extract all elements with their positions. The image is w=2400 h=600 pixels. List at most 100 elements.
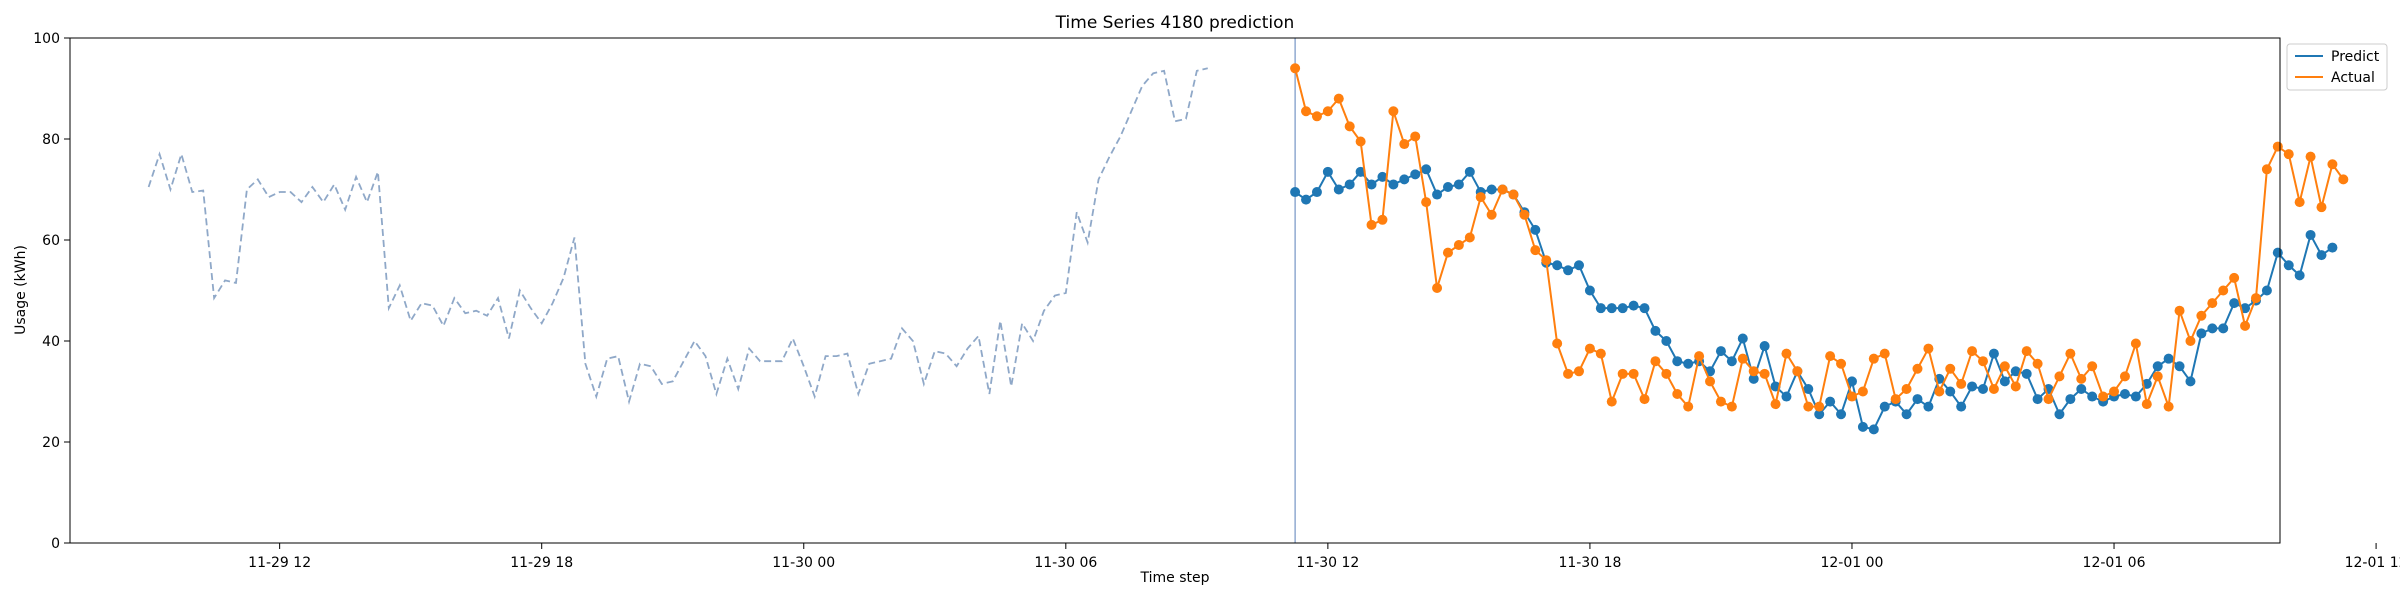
x-tick-label: 11-30 18 xyxy=(1558,555,1621,571)
predict-point xyxy=(1442,181,1453,192)
actual-point xyxy=(1442,247,1453,258)
actual-point xyxy=(1639,394,1650,405)
predict-point xyxy=(1639,303,1650,314)
actual-point xyxy=(2218,285,2229,296)
actual-point xyxy=(2043,394,2054,405)
predict-point xyxy=(1301,194,1312,205)
actual-point xyxy=(1803,401,1814,412)
predict-point xyxy=(2119,389,2130,400)
actual-point xyxy=(1890,394,1901,405)
actual-point xyxy=(1770,399,1781,410)
actual-point xyxy=(2316,202,2327,213)
legend-label-actual: Actual xyxy=(2331,70,2375,86)
actual-point xyxy=(2240,320,2251,331)
actual-point xyxy=(1901,383,1912,394)
y-axis-label: Usage (kWh) xyxy=(13,245,29,335)
predict-point xyxy=(1912,394,1923,405)
actual-point xyxy=(1672,389,1683,400)
history-line xyxy=(147,67,1208,406)
chart-title: Time Series 4180 prediction xyxy=(1055,13,1295,33)
predict-point xyxy=(2272,247,2283,258)
actual-point xyxy=(1934,386,1945,397)
actual-point xyxy=(1825,351,1836,362)
predict-point xyxy=(1901,409,1912,420)
predict-point xyxy=(1956,401,1967,412)
predict-point xyxy=(1836,409,1847,420)
predict-point xyxy=(2283,260,2294,271)
actual-point xyxy=(1737,353,1748,364)
predict-point xyxy=(1868,424,1879,435)
y-tick-label: 60 xyxy=(42,233,60,249)
actual-point xyxy=(1606,396,1617,407)
predict-point xyxy=(1781,391,1792,402)
x-tick-label: 12-01 12 xyxy=(2345,555,2400,571)
actual-point xyxy=(1694,351,1705,362)
actual-point xyxy=(1923,343,1934,354)
x-tick-label: 11-30 00 xyxy=(772,555,835,571)
actual-point xyxy=(1432,282,1443,293)
predict-point xyxy=(1814,409,1825,420)
actual-point xyxy=(2076,373,2087,384)
predict-point xyxy=(2327,242,2338,253)
predict-point xyxy=(1355,166,1366,177)
actual-point xyxy=(1759,368,1770,379)
actual-point xyxy=(1475,192,1486,203)
predict-point xyxy=(2174,361,2185,372)
actual-point xyxy=(1322,106,1333,117)
actual-point xyxy=(2283,149,2294,160)
actual-point xyxy=(1301,106,1312,117)
predict-point xyxy=(1715,346,1726,357)
actual-point xyxy=(1574,366,1584,377)
history-series xyxy=(147,67,1208,406)
actual-point xyxy=(1857,386,1868,397)
actual-point xyxy=(1956,378,1967,389)
actual-point xyxy=(2065,348,2076,359)
x-tick-label: 12-01 00 xyxy=(1820,555,1883,571)
actual-point xyxy=(1311,111,1322,122)
actual-point xyxy=(1486,209,1497,220)
actual-point xyxy=(1595,348,1606,359)
actual-point xyxy=(1705,376,1716,387)
actual-point xyxy=(2196,310,2207,321)
y-tick-label: 80 xyxy=(42,132,60,148)
actual-point xyxy=(1366,219,1377,230)
predict-point xyxy=(2185,376,2196,387)
actual-point xyxy=(1530,245,1541,256)
predict-point xyxy=(2076,383,2087,394)
predict-point xyxy=(1432,189,1443,200)
predict-point xyxy=(1574,260,1584,271)
predict-point xyxy=(2261,285,2272,296)
predict-point xyxy=(1563,265,1574,276)
predict-point xyxy=(1584,285,1595,296)
predict-point xyxy=(2087,391,2098,402)
actual-point xyxy=(1846,391,1857,402)
actual-point xyxy=(1399,139,1410,150)
y-tick-label: 0 xyxy=(51,536,60,552)
predict-point xyxy=(1672,356,1683,367)
actual-point xyxy=(1661,368,1672,379)
forecast-series xyxy=(1290,63,2349,435)
actual-point xyxy=(1868,353,1879,364)
predict-point xyxy=(1999,376,2010,387)
actual-point xyxy=(1563,368,1574,379)
actual-point xyxy=(1650,356,1661,367)
actual-point xyxy=(1879,348,1890,359)
y-tick-label: 40 xyxy=(42,334,60,350)
actual-point xyxy=(1978,356,1988,367)
predict-point xyxy=(1530,224,1541,235)
predict-point xyxy=(1978,383,1988,394)
predict-point xyxy=(1617,303,1628,314)
actual-point xyxy=(1726,401,1737,412)
predict-point xyxy=(1311,187,1322,198)
predict-point xyxy=(1683,358,1694,369)
predict-point xyxy=(1748,373,1759,384)
predict-point xyxy=(1453,179,1464,190)
predict-point xyxy=(2152,361,2163,372)
predict-point xyxy=(2294,270,2305,281)
predict-point xyxy=(1552,260,1563,271)
series-actual xyxy=(1290,63,2349,412)
predict-point xyxy=(1737,333,1748,344)
actual-point xyxy=(2261,164,2272,175)
actual-point xyxy=(2141,399,2152,410)
